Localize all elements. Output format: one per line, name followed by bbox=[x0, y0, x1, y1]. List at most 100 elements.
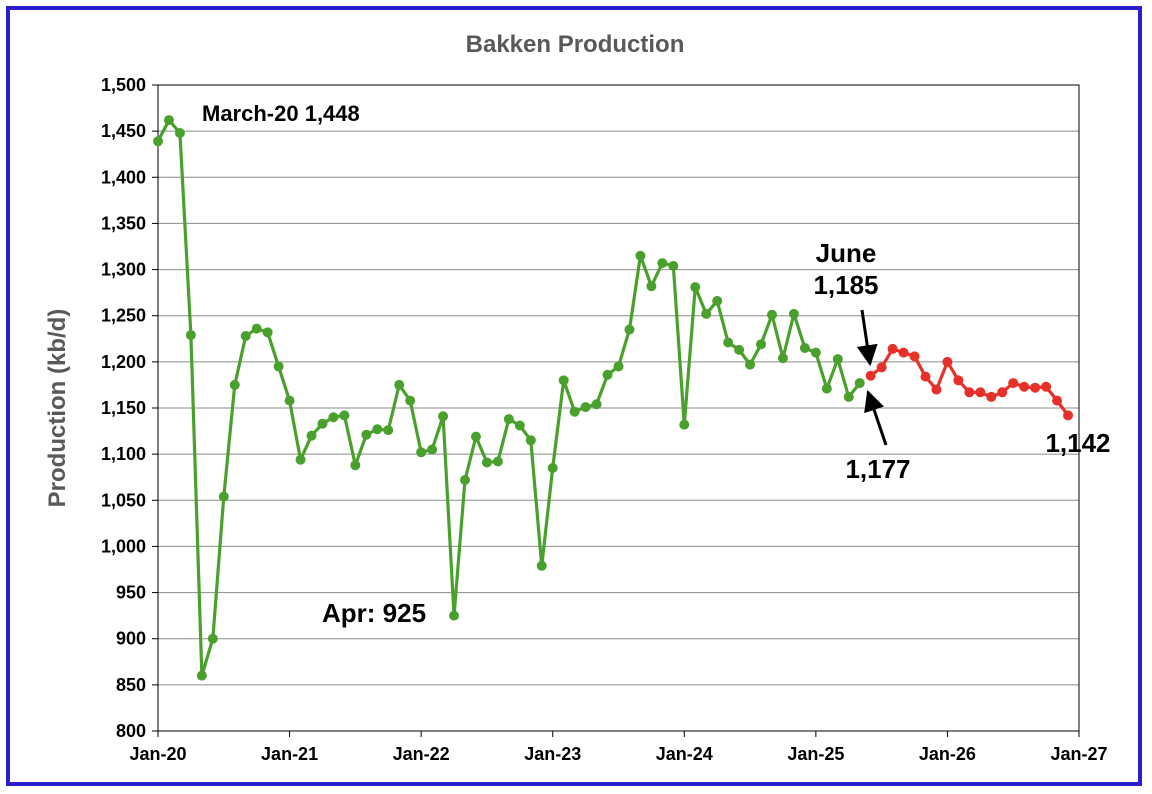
data-point bbox=[624, 324, 635, 335]
series-actual bbox=[153, 115, 865, 681]
data-point bbox=[185, 330, 196, 341]
data-point bbox=[788, 308, 799, 319]
data-point bbox=[251, 323, 262, 334]
data-point bbox=[657, 258, 668, 269]
data-point bbox=[876, 362, 887, 373]
data-point bbox=[854, 378, 865, 389]
y-tick-label: 1,200 bbox=[101, 352, 146, 372]
y-tick-label: 1,350 bbox=[101, 213, 146, 233]
data-point bbox=[547, 462, 558, 473]
data-point bbox=[394, 379, 405, 390]
data-point bbox=[942, 356, 953, 367]
x-tick-label: Jan-24 bbox=[656, 744, 713, 764]
x-tick-label: Jan-27 bbox=[1050, 744, 1107, 764]
data-point bbox=[427, 444, 438, 455]
y-tick-label: 950 bbox=[116, 583, 146, 603]
data-point bbox=[613, 361, 624, 372]
y-axis-ticks: 800 850 900 950 1,000 1,050 1,100 1,150 1,200 1,2… bbox=[101, 75, 158, 741]
series-projected bbox=[865, 343, 1074, 421]
y-tick-label: 1,150 bbox=[101, 398, 146, 418]
data-point bbox=[306, 430, 317, 441]
data-point bbox=[777, 353, 788, 364]
y-tick-label: 1,500 bbox=[101, 75, 146, 95]
data-point bbox=[1052, 395, 1063, 406]
data-point bbox=[262, 327, 273, 338]
data-point bbox=[295, 454, 306, 465]
data-point bbox=[1063, 410, 1074, 421]
y-tick-label: 1,450 bbox=[101, 121, 146, 141]
data-point bbox=[536, 560, 547, 571]
data-point bbox=[240, 331, 251, 342]
data-point bbox=[668, 260, 679, 271]
data-point bbox=[361, 429, 372, 440]
data-point bbox=[328, 412, 339, 423]
y-tick-label: 1,100 bbox=[101, 444, 146, 464]
annotations: March-20 1,448 Apr: 925 June 1,185 1,177… bbox=[202, 101, 1111, 628]
chart-title: Bakken Production bbox=[466, 31, 685, 58]
data-point bbox=[317, 418, 328, 429]
data-point bbox=[1041, 381, 1052, 392]
data-point bbox=[174, 127, 185, 138]
data-point bbox=[767, 309, 777, 320]
data-point bbox=[887, 343, 898, 354]
data-point bbox=[986, 391, 997, 402]
y-tick-label: 850 bbox=[116, 675, 146, 695]
data-point bbox=[964, 387, 975, 398]
data-point bbox=[975, 387, 986, 398]
data-point bbox=[810, 347, 821, 358]
arrow-1177 bbox=[864, 390, 888, 446]
data-point bbox=[569, 406, 580, 417]
data-point bbox=[273, 361, 284, 372]
arrow-june bbox=[856, 309, 878, 367]
data-point bbox=[196, 670, 207, 681]
y-tick-label: 1,000 bbox=[101, 536, 146, 556]
gridlines bbox=[158, 130, 1079, 686]
data-point bbox=[218, 491, 229, 502]
annotation-1177: 1,177 bbox=[845, 454, 910, 484]
annotation-apr-low: Apr: 925 bbox=[322, 598, 426, 628]
data-point bbox=[525, 435, 536, 446]
data-point bbox=[635, 250, 646, 261]
annotation-march-20: March-20 1,448 bbox=[202, 101, 360, 126]
annotation-1142: 1,142 bbox=[1045, 428, 1110, 458]
data-point bbox=[799, 343, 810, 354]
x-tick-label: Jan-21 bbox=[261, 744, 318, 764]
data-point bbox=[558, 375, 569, 386]
x-tick-label: Jan-26 bbox=[919, 744, 976, 764]
x-tick-label: Jan-25 bbox=[787, 744, 844, 764]
data-point bbox=[734, 344, 745, 355]
x-tick-label: Jan-20 bbox=[129, 744, 186, 764]
data-point bbox=[460, 474, 470, 485]
data-point bbox=[1008, 378, 1019, 389]
data-point bbox=[602, 369, 613, 380]
data-point bbox=[405, 395, 416, 406]
data-point bbox=[229, 379, 240, 390]
data-point bbox=[416, 447, 427, 458]
annotation-june-value: 1,185 bbox=[813, 270, 878, 300]
x-tick-label: Jan-23 bbox=[524, 744, 581, 764]
data-point bbox=[712, 295, 723, 306]
data-point bbox=[843, 391, 854, 402]
series-layer bbox=[153, 115, 1074, 681]
y-tick-label: 800 bbox=[116, 721, 146, 741]
data-point bbox=[591, 399, 602, 410]
series-line bbox=[869, 347, 1070, 417]
data-point bbox=[284, 395, 295, 406]
data-point bbox=[438, 411, 449, 422]
data-point bbox=[449, 610, 460, 621]
data-point bbox=[865, 370, 876, 381]
data-point bbox=[372, 424, 383, 435]
data-point bbox=[832, 354, 843, 365]
data-point bbox=[723, 337, 734, 348]
annotation-june-label: June bbox=[816, 238, 877, 268]
x-axis-ticks: Jan-20 Jan-21 Jan-22 Jan-23 Jan-24 Jan-25 Jan-… bbox=[129, 731, 1108, 764]
data-point bbox=[492, 456, 503, 467]
data-point bbox=[580, 402, 591, 413]
data-point bbox=[909, 351, 920, 362]
data-point bbox=[514, 420, 525, 431]
data-point bbox=[1019, 381, 1030, 392]
data-point bbox=[503, 414, 514, 425]
data-point bbox=[701, 308, 712, 319]
data-point bbox=[821, 383, 832, 394]
y-tick-label: 900 bbox=[116, 629, 146, 649]
